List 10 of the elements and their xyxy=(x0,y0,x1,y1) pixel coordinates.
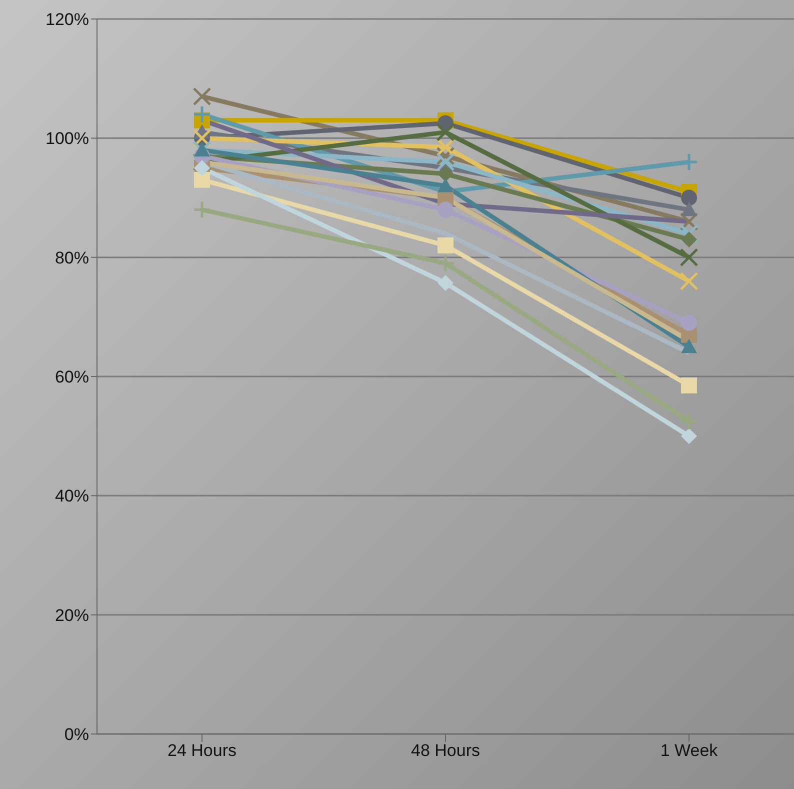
x-tick-label: 24 Hours xyxy=(168,741,236,760)
y-tick-label: 80% xyxy=(54,248,89,268)
x-tick-label: 1 Week xyxy=(660,741,718,760)
y-tick-label: 100% xyxy=(46,129,89,148)
y-tick-label: 60% xyxy=(54,368,89,387)
y-tick-label: 40% xyxy=(54,486,89,506)
y-tick-label: 20% xyxy=(54,606,89,625)
y-tick-label: 120% xyxy=(46,10,89,30)
x-tick-label: 48 Hours xyxy=(411,741,480,760)
y-tick-label: 0% xyxy=(64,725,89,744)
